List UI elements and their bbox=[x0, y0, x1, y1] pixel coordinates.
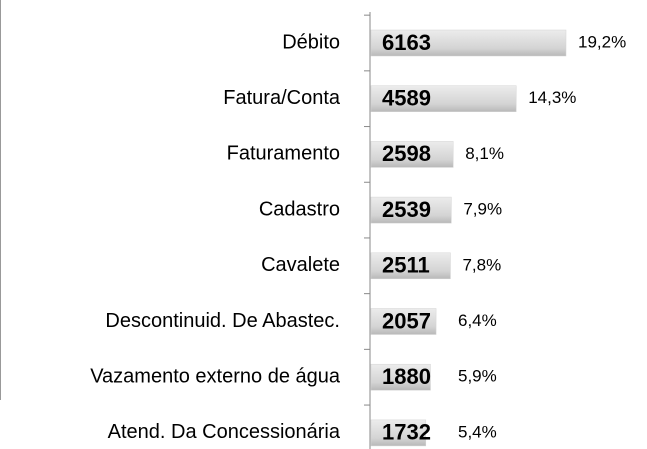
category-label: Vazamento externo de água bbox=[90, 365, 341, 387]
bar bbox=[370, 85, 517, 112]
category-label: Débito bbox=[282, 31, 340, 53]
percent-label: 7,8% bbox=[462, 255, 501, 274]
percent-label: 6,4% bbox=[458, 311, 497, 330]
value-label: 2598 bbox=[382, 141, 431, 166]
percent-label: 7,9% bbox=[463, 200, 502, 219]
category-label: Fatura/Conta bbox=[223, 87, 341, 109]
value-label: 2539 bbox=[382, 197, 431, 222]
value-label: 6163 bbox=[382, 30, 431, 55]
value-label: 2057 bbox=[382, 308, 431, 333]
bar bbox=[370, 29, 567, 57]
bar bbox=[370, 196, 452, 224]
bar bbox=[370, 252, 451, 280]
value-label: 1880 bbox=[382, 364, 431, 389]
percent-label: 14,3% bbox=[528, 88, 576, 107]
percent-label: 5,4% bbox=[458, 422, 497, 441]
category-label: Descontinuid. De Abastec. bbox=[105, 310, 340, 332]
percent-label: 8,1% bbox=[465, 144, 504, 163]
value-label: 4589 bbox=[382, 86, 431, 111]
value-label: 2511 bbox=[382, 253, 430, 278]
category-label: Faturamento bbox=[227, 143, 340, 165]
category-label: Cavalete bbox=[261, 254, 340, 276]
bar bbox=[370, 419, 427, 447]
category-label: Atend. Da Concessionária bbox=[108, 421, 341, 443]
bar bbox=[370, 141, 454, 168]
percent-label: 19,2% bbox=[578, 32, 626, 51]
bar bbox=[370, 363, 431, 391]
category-label: Cadastro bbox=[259, 198, 340, 220]
percent-label: 5,9% bbox=[458, 367, 497, 386]
bar bbox=[370, 308, 437, 335]
value-label: 1732 bbox=[382, 420, 431, 445]
